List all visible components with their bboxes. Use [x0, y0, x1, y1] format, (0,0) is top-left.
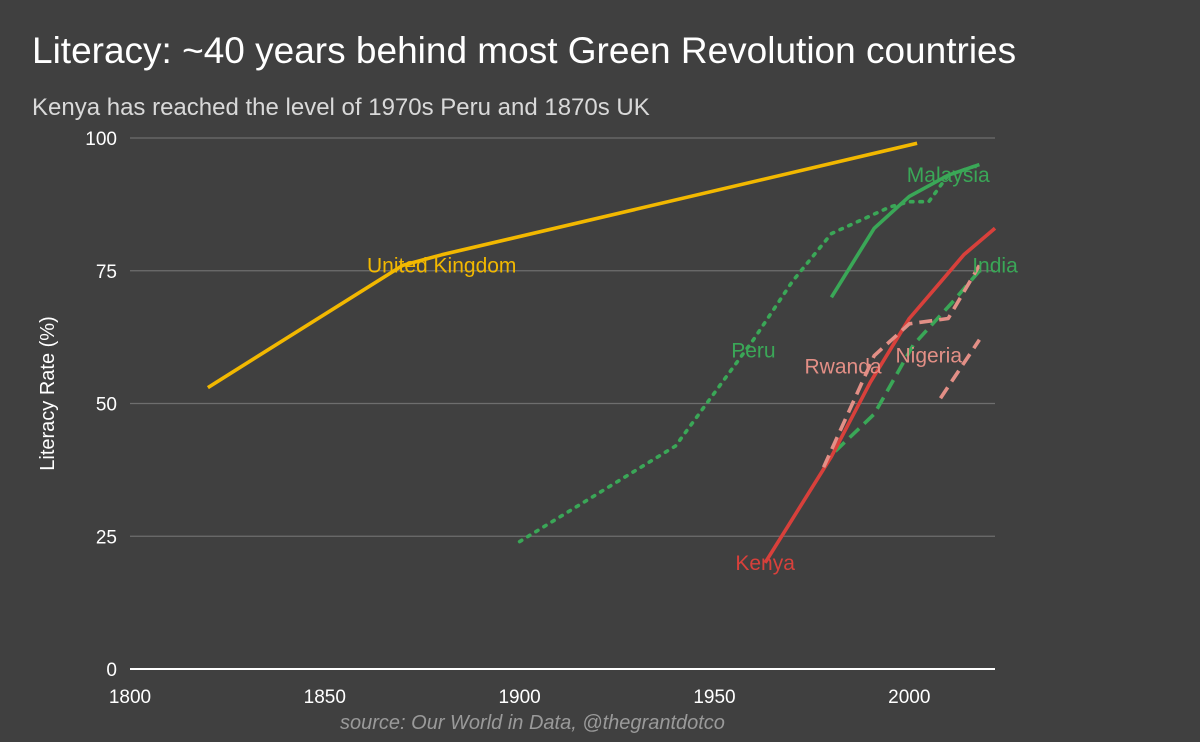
y-tick-label: 0 [106, 660, 117, 681]
x-tick-label: 1950 [693, 687, 735, 708]
data-point-peru [830, 232, 833, 235]
series-label-kenya: Kenya [735, 552, 795, 575]
x-tick-label: 1850 [304, 687, 346, 708]
data-point-india [873, 413, 876, 416]
chart-title: Literacy: ~40 years behind most Green Re… [32, 30, 1017, 71]
data-point-india [951, 301, 954, 304]
series-line-malaysia [829, 162, 980, 299]
series-label-nigeria: Nigeria [895, 345, 962, 368]
data-point-nigeria [939, 397, 942, 400]
series-label-rwanda: Rwanda [805, 355, 882, 378]
data-point-rwanda [822, 466, 825, 469]
series-line-united-kingdom [206, 141, 918, 390]
y-tick-label: 100 [85, 129, 117, 150]
data-point-malaysia [873, 227, 876, 230]
series-line-nigeria [939, 338, 981, 400]
data-point-peru [791, 280, 794, 283]
data-point-rwanda [947, 317, 950, 320]
series-label-india: India [972, 254, 1018, 277]
series-line-kenya [763, 226, 997, 564]
data-point-peru [674, 444, 677, 447]
data-point-peru [888, 205, 891, 208]
data-point-kenya [869, 381, 872, 384]
x-tick-label: 1900 [498, 687, 540, 708]
series-label-layer: United Kingdom Peru Malaysia India Kenya Rwan… [367, 164, 1018, 575]
series-line-rwanda [821, 264, 981, 468]
data-point-malaysia [908, 195, 911, 198]
chart-subtitle: Kenya has reached the level of 1970s Per… [32, 94, 650, 121]
y-tick-label: 75 [96, 262, 117, 283]
data-point-kenya [908, 317, 911, 320]
x-tick-label: 1800 [109, 687, 151, 708]
data-point-peru [518, 540, 521, 543]
data-point-united-kingdom [915, 142, 918, 145]
data-point-kenya [993, 227, 996, 230]
series-layer [206, 141, 997, 564]
series-line-peru [517, 162, 982, 544]
data-point-malaysia [830, 296, 833, 299]
series-line-india [833, 269, 981, 453]
series-label-malaysia: Malaysia [907, 164, 990, 187]
x-tick-label: 2000 [888, 687, 930, 708]
data-point-kenya [935, 285, 938, 288]
data-point-nigeria [978, 338, 981, 341]
data-point-united-kingdom [206, 386, 209, 389]
data-point-rwanda [908, 322, 911, 325]
y-axis-title: Literacy Rate (%) [37, 316, 59, 471]
series-label-peru: Peru [731, 339, 775, 362]
grid-layer [130, 137, 995, 537]
y-tick-label: 50 [96, 395, 117, 416]
series-label-united-kingdom: United Kingdom [367, 254, 516, 277]
axis-layer: 0 25 50 75 100 1800 1850 1900 1950 2000 Literacy R… [37, 129, 995, 708]
data-point-peru [927, 200, 930, 203]
data-point-kenya [962, 253, 965, 256]
y-tick-label: 25 [96, 527, 117, 548]
data-point-peru [908, 200, 911, 203]
source-note: source: Our World in Data, @thegrantdotc… [340, 712, 725, 734]
